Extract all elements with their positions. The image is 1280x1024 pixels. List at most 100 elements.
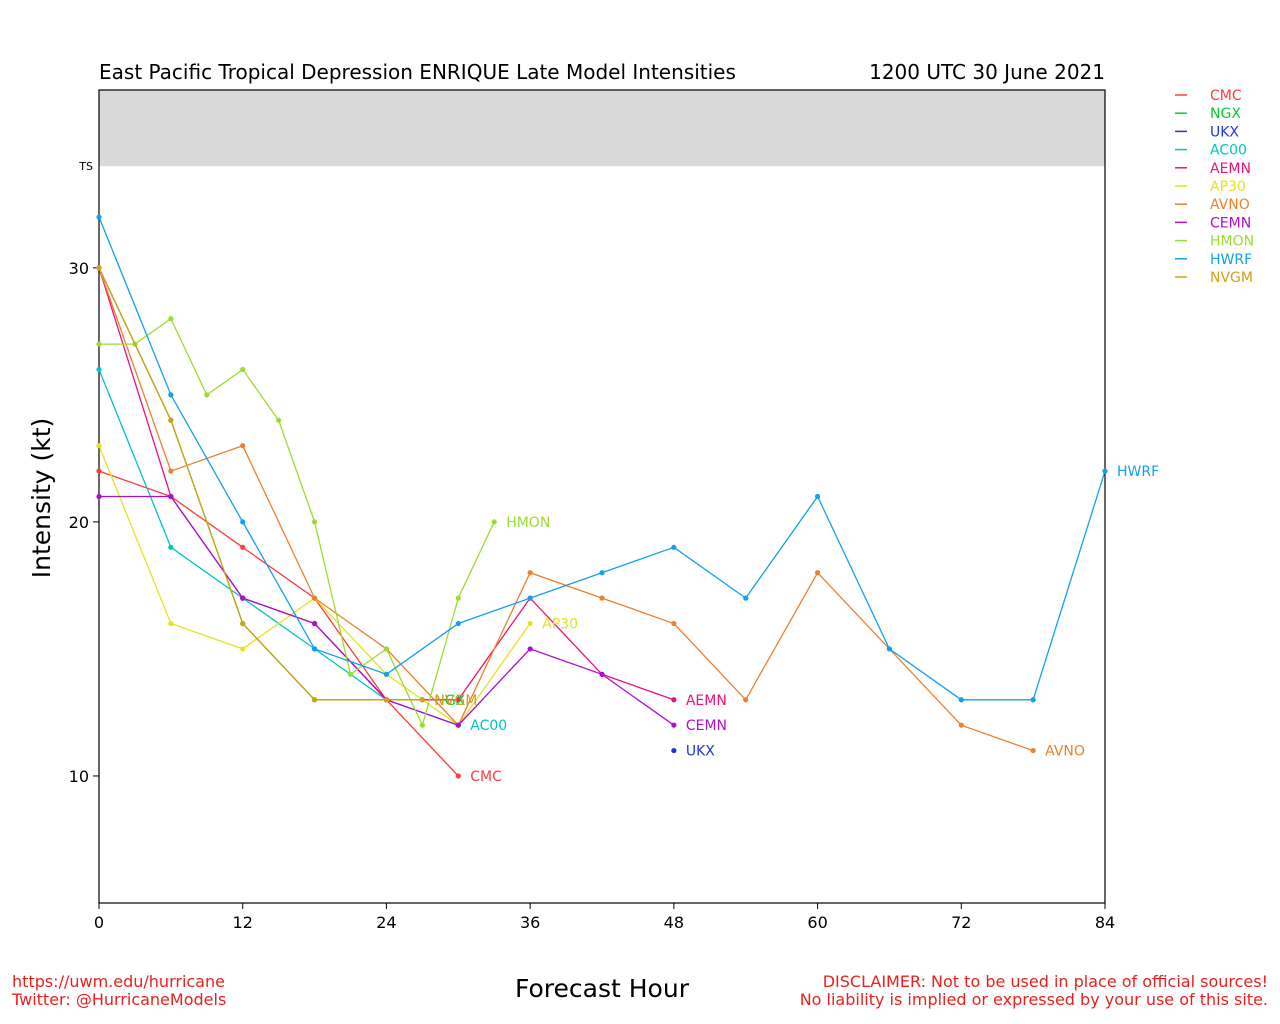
data-point-hmon [168,316,174,322]
data-point-hwrf [1030,697,1036,703]
data-point-cemn [311,620,318,627]
data-point-ukx [671,747,677,754]
data-point-aemn [671,697,677,703]
ts-band-rect [99,90,1105,167]
data-point-hwrf [599,570,605,576]
data-point-cemn [96,493,102,500]
data-point-hmon [240,366,246,373]
series-ukx [671,747,677,754]
data-point-hmon [491,519,497,525]
data-point-cemn [240,595,246,601]
ts-band-label: TS [78,160,93,173]
legend-label-ap30: AP30 [1210,179,1246,195]
series-ap30 [96,443,533,728]
end-label-ap30: AP30 [542,617,578,633]
series-line-hmon [99,317,495,728]
data-point-cmc [96,468,102,474]
footer-url[interactable]: https://uwm.edu/hurricane [12,972,225,991]
series-line-avno [98,267,1034,752]
data-point-hmon [419,722,425,728]
footer-credits: https://uwm.edu/hurricane Twitter: @Hurr… [12,973,226,1009]
data-point-hwrf [383,671,390,677]
data-point-avno [1030,747,1036,754]
series-line-hwrf [98,216,1106,701]
y-tick-label: 10 [69,767,89,786]
series-hmon [96,316,497,728]
data-point-hwrf [743,595,749,601]
data-point-hwrf [814,493,821,500]
data-point-hwrf [240,519,246,525]
y-tick-label: 30 [69,259,89,278]
data-point-cemn [527,646,533,652]
legend-label-ngx: NGX [1210,106,1241,122]
data-point-avno [311,595,318,601]
data-point-hwrf [527,595,533,601]
x-tick-label: 84 [1095,913,1115,932]
chart-subtitle: 1200 UTC 30 June 2021 [869,60,1105,84]
data-point-nvgm [419,697,425,703]
data-point-avno [743,697,749,703]
end-label-ac00: AC00 [470,718,507,734]
legend-label-cmc: CMC [1210,88,1242,104]
end-label-nvgm: NVGM [434,693,477,709]
data-point-nvgm [383,697,390,703]
x-tick-label: 12 [233,913,253,932]
disclaimer-line-2: No liability is implied or expressed by … [799,990,1268,1009]
data-point-aemn [455,697,461,703]
data-point-nvgm [96,265,102,271]
data-point-nvgm [311,697,318,703]
series-aemn [96,265,677,703]
legend-label-aemn: AEMN [1210,161,1251,177]
legend-label-nvgm: NVGM [1210,270,1253,286]
footer-disclaimer: DISCLAIMER: Not to be used in place of o… [800,973,1268,1009]
legend-label-cemn: CEMN [1210,215,1251,231]
data-point-avno [599,595,605,601]
end-label-cemn: CEMN [686,718,727,734]
data-point-ap30 [168,620,174,627]
legend-label-ukx: UKX [1210,124,1239,140]
legend-label-avno: AVNO [1210,197,1250,213]
series-line-cemn [99,495,675,726]
data-point-ap30 [240,646,246,652]
data-point-avno [240,443,246,449]
series-line-aemn [98,267,675,701]
end-label-ngx: NGX [434,693,465,709]
data-point-hmon [204,392,210,398]
data-point-cemn [455,722,461,728]
x-tick-label: 0 [94,913,104,932]
data-point-cemn [599,671,605,677]
data-point-hwrf [958,697,964,703]
data-point-avno [671,620,677,627]
data-point-hmon [383,646,390,652]
data-point-hwrf [96,214,102,220]
end-label-avno: AVNO [1045,744,1085,760]
end-label-hmon: HMON [506,515,550,531]
end-label-ukx: UKX [686,744,715,760]
data-point-avno [958,722,964,728]
x-tick-label: 36 [520,913,540,932]
legend: CMC NGX UKX AC00 AEMN AP30 AVNO CEMN HMON HWRF NVG… [1175,88,1254,286]
series-nvgm [96,265,425,703]
footer-twitter[interactable]: Twitter: @HurricaneModels [12,990,227,1009]
data-point-ac00 [168,544,174,550]
data-point-hwrf [168,392,174,398]
data-point-ap30 [96,443,102,449]
series-line-nvgm [98,267,423,701]
x-axis-label: Forecast Hour [515,974,690,1003]
x-tick-label: 24 [376,913,396,932]
series-avno [96,265,1036,754]
end-label-aemn: AEMN [686,693,727,709]
x-tick-label: 48 [664,913,684,932]
series-line-ap30 [98,445,531,727]
x-tick-label: 72 [951,913,971,932]
chart-title: East Pacific Tropical Depression ENRIQUE… [99,60,736,84]
axes: 0 12 24 36 48 60 72 84 10 20 30 [69,89,1115,932]
data-point-hmon [96,341,102,347]
data-point-cemn [168,493,174,500]
legend-label-hwrf: HWRF [1210,252,1252,268]
data-point-hmon [455,595,461,601]
end-labels: CMC NGX UKX AC00 AEMN AP30 AVNO CEMN HMON HWRF NVG… [434,464,1159,785]
data-point-avno [527,570,533,576]
data-point-ap30 [527,620,533,627]
